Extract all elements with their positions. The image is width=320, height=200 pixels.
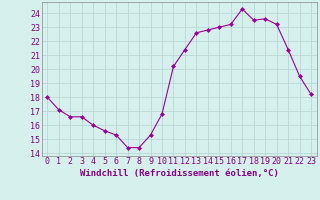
X-axis label: Windchill (Refroidissement éolien,°C): Windchill (Refroidissement éolien,°C) bbox=[80, 169, 279, 178]
